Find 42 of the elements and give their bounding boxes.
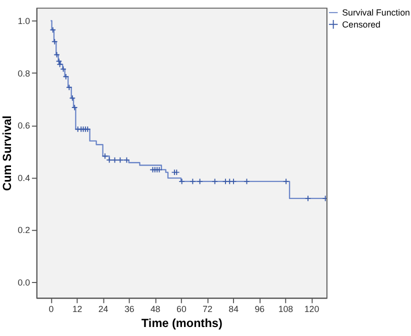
y-tick-label: 1.0 <box>18 16 30 26</box>
point <box>116 156 124 164</box>
point <box>69 94 76 102</box>
y-axis-title: Cum Survival <box>0 116 14 191</box>
point <box>51 38 58 45</box>
point <box>71 104 78 111</box>
x-tick-label: 12 <box>72 304 82 314</box>
point <box>190 178 196 185</box>
legend-label: Censored <box>342 19 381 30</box>
point <box>124 156 130 164</box>
point <box>212 178 218 185</box>
y-tick-label: 0.8 <box>18 68 30 78</box>
x-axis-title: Time (months) <box>141 316 222 330</box>
x-tick-label: 24 <box>98 304 108 314</box>
point <box>304 195 312 202</box>
x-tick-label: 36 <box>124 304 134 314</box>
x-tick-label: 120 <box>304 304 320 314</box>
y-tick-label: 0.6 <box>18 120 30 131</box>
x-tick-label: 48 <box>150 304 160 314</box>
point <box>74 126 82 132</box>
point <box>282 178 290 185</box>
point <box>50 26 56 34</box>
point <box>56 58 62 64</box>
point <box>54 52 60 58</box>
point <box>62 73 70 80</box>
point <box>178 178 186 185</box>
y-tick-label: 0.0 <box>18 278 30 288</box>
point <box>173 169 180 176</box>
point <box>112 156 118 164</box>
y-tick-label: 0.2 <box>18 225 30 236</box>
point <box>171 169 178 176</box>
x-tick-label: 96 <box>254 304 265 314</box>
x-tick-label: 84 <box>228 304 239 314</box>
x-tick-label: 108 <box>278 304 294 314</box>
legend-label: Survival Function <box>342 8 410 18</box>
x-tick-label: 72 <box>202 304 213 314</box>
y-tick-label: 0.4 <box>18 172 30 183</box>
x-tick-label: 0 <box>48 304 54 314</box>
point <box>196 178 204 185</box>
x-tick-label: 60 <box>176 304 186 314</box>
point <box>66 84 72 91</box>
point <box>244 178 250 185</box>
